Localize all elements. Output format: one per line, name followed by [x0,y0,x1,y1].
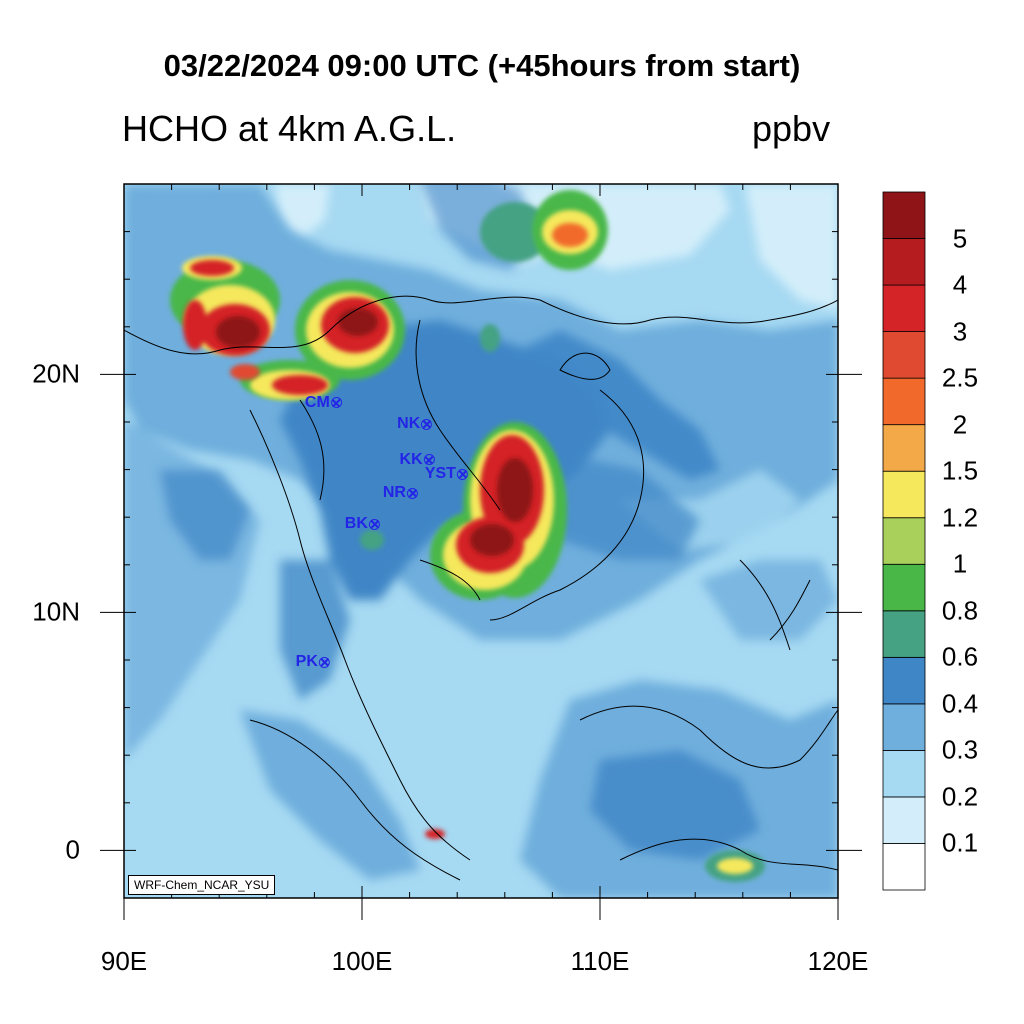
x-tick-label: 100E [331,946,393,976]
colorbar-swatch [882,377,926,426]
colorbar-label: 1.2 [941,502,979,533]
colorbar-swatch [882,656,926,705]
colorbar-label: 5 [952,223,968,254]
station-marker-icon [456,468,468,480]
map-title: 03/22/2024 09:00 UTC (+45hours from star… [163,48,801,83]
station-kk: KK [400,451,435,469]
y-tick-label: 20N [32,358,80,389]
station-marker-icon [318,656,330,668]
y-tick-label: 0 [65,834,80,865]
map-frame [123,183,839,899]
colorbar-label: 3 [952,316,968,347]
x-tick-label: 110E [570,946,630,976]
y-tick-label: 10N [32,596,80,627]
colorbar-swatch [882,843,926,891]
station-code: YST [424,465,456,483]
dark-zones [160,184,760,860]
colorbar-label: 1 [952,548,968,579]
colorbar-label: 0.6 [941,641,979,672]
colorbar-label: 4 [952,269,968,300]
colorbar [882,191,926,891]
x-tick-label: 120E [807,946,869,976]
colorbar-label: 0.2 [941,781,979,812]
model-credit: WRF-Chem_NCAR_YSU [128,875,276,895]
colorbar-swatch [882,424,926,472]
tick-marks [100,183,862,920]
variable-title: HCHO at 4km A.G.L. [122,108,457,149]
colorbar-swatch [882,331,926,379]
station-nk: NK [397,415,433,433]
station-cm: CM [305,394,342,412]
station-code: NK [397,415,421,433]
station-marker-icon [368,518,380,530]
units-label: ppbv [752,108,831,149]
station-marker-icon [330,397,342,409]
station-pk: PK [296,653,330,671]
colorbar-swatch [882,610,926,658]
station-code: NR [382,484,406,502]
station-code: KK [399,451,423,469]
colorbar-swatch [882,750,926,798]
station-code: CM [304,393,330,411]
x-tick-label: 90E [100,946,148,976]
colorbar-swatch [882,703,926,751]
coastlines [124,295,838,881]
colorbar-label: 2 [952,409,968,440]
colorbar-swatch [882,517,926,565]
station-bk: BK [345,515,380,533]
station-marker-icon [406,487,418,499]
station-yst: YST [425,465,468,483]
colorbar-swatch [882,796,926,844]
station-marker-icon [421,418,433,430]
colorbar-swatch [882,238,926,286]
colorbar-label: 1.5 [941,455,979,486]
station-code: PK [295,653,318,671]
colorbar-swatch [882,191,926,239]
concentration-field [124,184,838,898]
colorbar-label: 0.3 [941,734,979,765]
colorbar-label: 2.5 [941,362,979,393]
station-marker-icon [423,454,435,466]
colorbar-swatch [882,563,926,612]
station-nr: NR [383,484,418,502]
colorbar-label: 0.1 [941,827,979,858]
colorbar-label: 0.4 [941,688,979,719]
colorbar-swatch [882,284,926,333]
colorbar-label: 0.8 [941,595,979,626]
station-code: BK [344,515,368,533]
colorbar-swatch [882,470,926,519]
